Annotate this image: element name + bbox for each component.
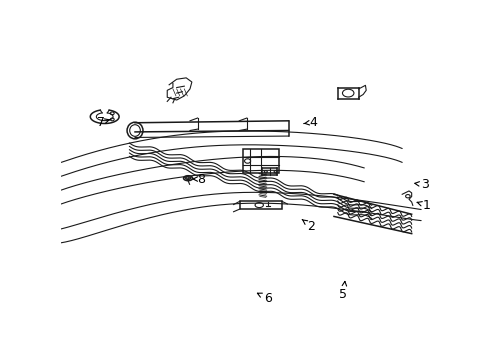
Text: 5: 5 <box>339 282 347 301</box>
Bar <box>243 149 279 174</box>
Text: 6: 6 <box>257 292 271 305</box>
Text: 8: 8 <box>193 172 205 185</box>
Text: 3: 3 <box>414 178 428 191</box>
Text: 1: 1 <box>416 199 430 212</box>
Text: 7: 7 <box>97 116 110 129</box>
Text: 4: 4 <box>303 116 316 129</box>
Text: 2: 2 <box>302 220 315 233</box>
Bar <box>240 201 281 209</box>
